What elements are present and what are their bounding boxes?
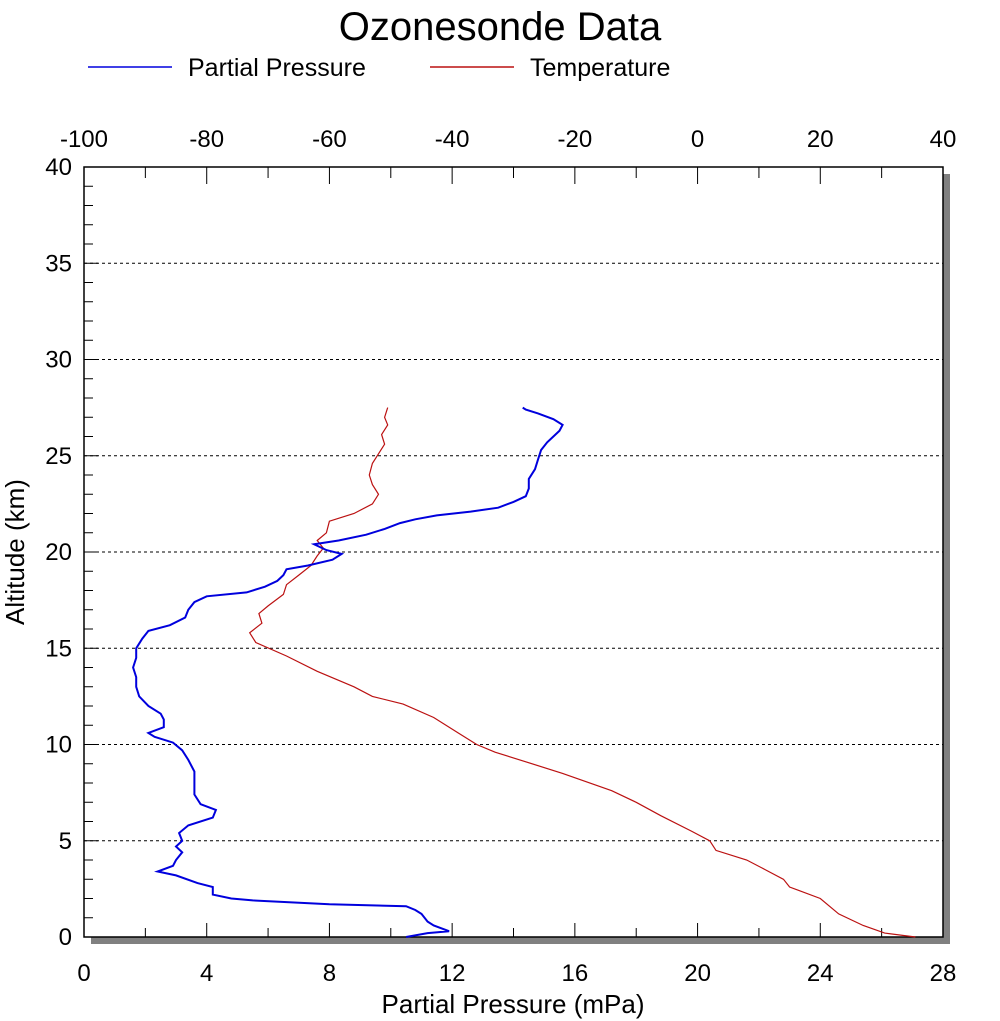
top-tick-label: -20 [558, 126, 593, 153]
legend: Partial Pressure Temperature [88, 54, 670, 82]
bottom-tick-label: 24 [807, 960, 834, 987]
bottom-tick-label: 28 [930, 960, 957, 987]
y-tick-label: 35 [45, 250, 72, 277]
top-tick-label: -100 [60, 126, 108, 153]
plot-shadow-bottom [91, 937, 950, 944]
bottom-tick-label: 4 [200, 960, 213, 987]
bottom-tick-label: 8 [323, 960, 336, 987]
y-tick-label: 0 [59, 924, 72, 951]
y-axis-label: Altitude (km) [0, 479, 30, 625]
top-axis-ticks: -100 -80 -60 -40 -20 0 20 40 [60, 126, 956, 184]
bottom-tick-label: 20 [684, 960, 711, 987]
top-tick-label: 20 [807, 126, 834, 153]
top-tick-label: 40 [930, 126, 957, 153]
y-tick-label: 10 [45, 732, 72, 759]
x-axis-label: Partial Pressure (mPa) [382, 989, 645, 1019]
y-tick-label: 20 [45, 539, 72, 566]
series-line-temperature [248, 407, 916, 938]
bottom-axis-ticks: 0 4 8 12 16 20 24 28 [77, 923, 956, 987]
y-tick-label: 15 [45, 635, 72, 662]
bottom-tick-label: 16 [562, 960, 589, 987]
series-line-partial-pressure [132, 406, 564, 938]
legend-label-partial-pressure: Partial Pressure [188, 54, 366, 82]
bottom-tick-label: 12 [439, 960, 466, 987]
y-tick-label: 25 [45, 443, 72, 470]
plot-shadow-right [943, 174, 950, 944]
top-tick-label: 0 [691, 126, 704, 153]
y-tick-label: 5 [59, 828, 72, 855]
bottom-tick-label: 0 [77, 960, 90, 987]
top-tick-label: -80 [189, 126, 224, 153]
y-tick-label: 30 [45, 347, 72, 374]
gridlines [84, 262, 943, 842]
y-axis-ticks: 0 5 10 15 20 25 30 35 40 [45, 154, 98, 951]
top-tick-label: -60 [312, 126, 347, 153]
chart-title: Ozonesonde Data [339, 5, 662, 49]
series-layer [132, 406, 916, 938]
legend-label-temperature: Temperature [530, 54, 670, 82]
top-tick-label: -40 [435, 126, 470, 153]
y-tick-label: 40 [45, 154, 72, 181]
